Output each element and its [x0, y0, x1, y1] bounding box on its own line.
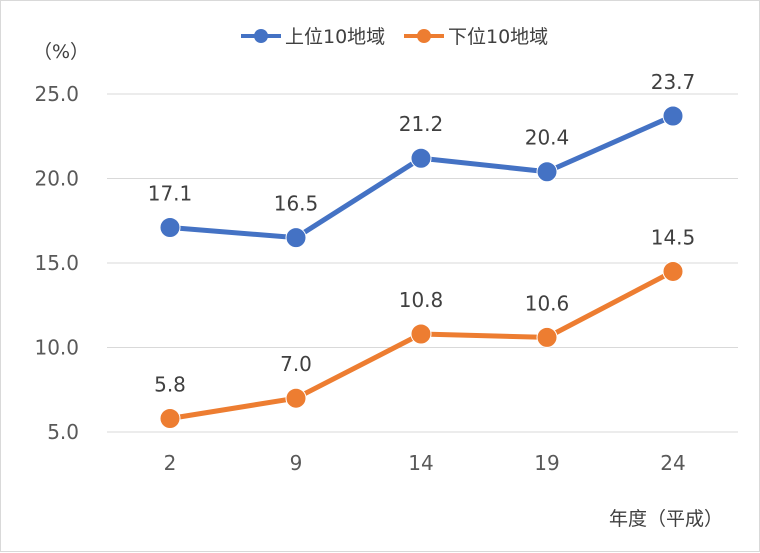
data-point [662, 260, 684, 282]
data-point [536, 326, 558, 348]
data-point [285, 227, 307, 249]
x-tick-label: 24 [660, 451, 685, 475]
x-tick-label: 14 [408, 451, 433, 475]
y-axis-ticks: 5.0 10.0 15.0 20.0 25.0 [34, 82, 79, 444]
gridlines [107, 93, 738, 433]
y-tick-label: 5.0 [47, 420, 79, 444]
data-point [536, 161, 558, 183]
series-points [159, 105, 684, 429]
data-point [410, 323, 432, 345]
data-point [285, 387, 307, 409]
legend-marker [254, 29, 268, 43]
x-tick-label: 19 [534, 451, 559, 475]
data-point [159, 407, 181, 429]
data-labels: 17.1 16.5 21.2 20.4 23.7 5.8 7.0 10.8 10.6 14.5 [148, 70, 696, 397]
y-tick-label: 15.0 [34, 251, 79, 275]
x-axis-ticks: 2 9 14 19 24 [164, 451, 686, 475]
data-label: 16.5 [274, 192, 319, 216]
data-point [662, 105, 684, 127]
x-axis-title: 年度（平成） [609, 508, 723, 530]
data-label: 23.7 [651, 70, 696, 94]
data-label: 20.4 [525, 126, 570, 150]
y-tick-label: 25.0 [34, 82, 79, 106]
data-point [410, 147, 432, 169]
data-point [159, 217, 181, 239]
y-tick-label: 10.0 [34, 336, 79, 360]
legend-label: 上位10地域 [285, 26, 385, 48]
y-tick-label: 20.0 [34, 167, 79, 191]
data-label: 7.0 [280, 352, 312, 376]
x-tick-label: 2 [164, 451, 177, 475]
x-tick-label: 9 [290, 451, 303, 475]
data-label: 21.2 [399, 112, 444, 136]
data-label: 5.8 [154, 372, 186, 396]
data-label: 10.6 [525, 291, 570, 315]
legend-marker [417, 29, 431, 43]
data-label: 14.5 [651, 225, 696, 249]
y-axis-unit-label: （%） [33, 41, 89, 63]
legend-label: 下位10地域 [448, 26, 548, 48]
legend: 上位10地域 下位10地域 [241, 26, 548, 48]
data-label: 17.1 [148, 182, 193, 206]
data-label: 10.8 [399, 288, 444, 312]
